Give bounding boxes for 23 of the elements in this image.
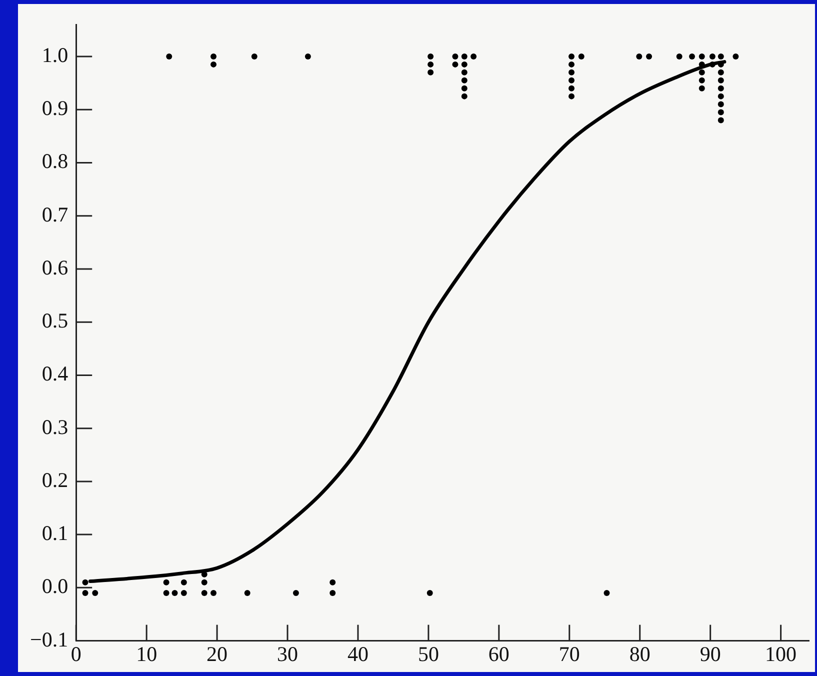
y-tick-label: 0.7	[42, 202, 68, 226]
y-tick-label: 1.0	[42, 42, 68, 67]
y-tick-label: −0.1	[30, 627, 68, 652]
y-tick-label: 0.6	[42, 255, 68, 280]
y-tick-label: 0.0	[42, 574, 68, 598]
y-tick-label: 0.5	[42, 308, 68, 333]
x-tick-label: 30	[277, 642, 298, 666]
y-tick-label: 0.4	[42, 362, 69, 386]
y-tick-label: 0.9	[42, 96, 68, 120]
x-tick-label: 60	[488, 642, 510, 666]
x-tick-label: 70	[558, 642, 580, 666]
x-tick-label: 90	[700, 642, 721, 666]
x-tick-label: 100	[765, 642, 797, 666]
y-tick-label: 0.3	[42, 414, 68, 439]
x-tick-label: 10	[136, 642, 158, 666]
x-tick-label: 80	[629, 642, 650, 666]
x-tick-label: 20	[206, 642, 228, 666]
x-tick-label: 0	[70, 642, 82, 666]
y-tick-label: 0.1	[42, 521, 68, 546]
y-tick-label: 0.2	[42, 468, 68, 492]
x-tick-label: 40	[347, 642, 368, 666]
x-tick-label: 50	[418, 642, 439, 666]
y-tick-label: 0.8	[42, 149, 68, 174]
